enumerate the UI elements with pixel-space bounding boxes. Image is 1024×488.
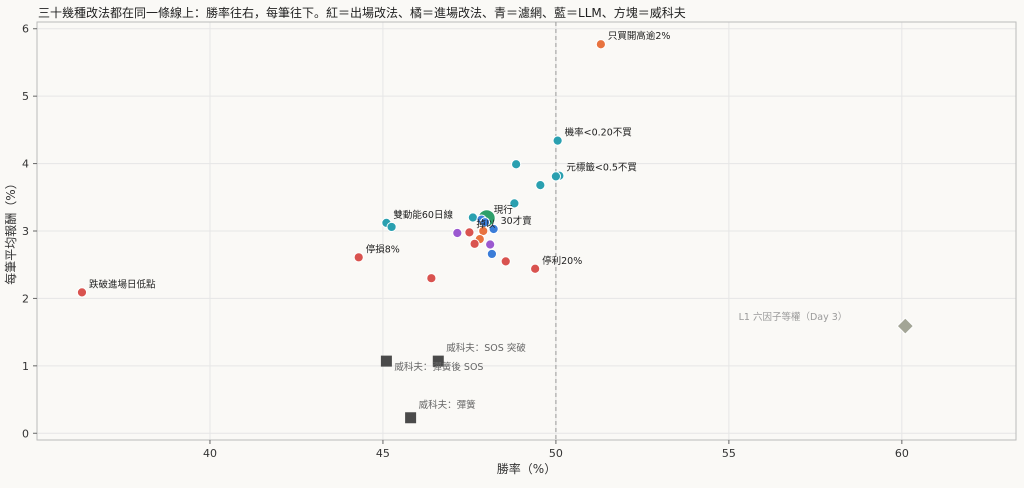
y-axis-title: 每筆平均報酬（%） bbox=[3, 177, 18, 284]
point-label: 現行 bbox=[494, 204, 514, 216]
filter-point bbox=[386, 221, 397, 233]
exit-point bbox=[426, 273, 437, 284]
wyckoff-point-label: 威科夫：彈簧 bbox=[419, 399, 477, 411]
y-tick-label: 0 bbox=[22, 427, 29, 440]
point-label: 跌破進場日低點 bbox=[89, 278, 156, 290]
point-label: 機率<0.20不買 bbox=[565, 127, 633, 139]
reference-diamond-point bbox=[896, 317, 915, 335]
x-tick-label: 45 bbox=[376, 447, 390, 460]
grid-layer bbox=[37, 22, 1016, 440]
wyckoff-point-label: 威科夫：SOS 突破 bbox=[446, 342, 526, 354]
exit-point bbox=[469, 238, 480, 249]
y-tick-label: 1 bbox=[22, 360, 29, 373]
filter-point bbox=[535, 180, 546, 191]
llm-point bbox=[488, 223, 499, 235]
reference-point-label: L1 六因子等權（Day 3） bbox=[739, 311, 848, 323]
filter-point bbox=[509, 198, 520, 209]
entry-point bbox=[595, 39, 606, 50]
point-label: 掉以 bbox=[476, 218, 496, 230]
wyckoff-square-point bbox=[380, 355, 392, 367]
point-label: 停利20% bbox=[542, 255, 582, 267]
x-axis-title: 勝率（%） bbox=[497, 461, 556, 476]
point-label: 雙動能60日線 bbox=[393, 209, 453, 221]
point-label: 停損8% bbox=[366, 243, 400, 255]
x-tick-label: 40 bbox=[203, 447, 217, 460]
point-labels-layer: L1 六因子等權（Day 3） 只買開高逾2% 機率<0.20不買元標籤<0.5不買… bbox=[89, 30, 847, 411]
x-tick-label: 60 bbox=[895, 447, 909, 460]
filter-point bbox=[511, 159, 522, 170]
filter-point bbox=[550, 171, 562, 182]
y-tick-label: 6 bbox=[22, 23, 29, 36]
llm-point bbox=[486, 248, 498, 260]
filter-point bbox=[552, 135, 563, 146]
point-label: 30才賣 bbox=[501, 215, 533, 227]
y-tick-label: 2 bbox=[22, 292, 29, 305]
exit-point bbox=[530, 263, 541, 274]
wyckoff-square-point bbox=[405, 412, 417, 424]
other-point bbox=[485, 239, 496, 250]
exit-point bbox=[500, 256, 511, 267]
marks-layer bbox=[76, 39, 915, 424]
exit-point bbox=[76, 287, 88, 298]
point-label: 只買開高逾2% bbox=[608, 30, 671, 42]
y-tick-label: 3 bbox=[22, 225, 29, 238]
wyckoff-point-label: 威科夫：彈簧後 SOS bbox=[394, 361, 483, 373]
chart-title: 三十幾種改法都在同一條線上：勝率往右，每筆往下。紅＝出場改法、橘＝進場改法、青＝… bbox=[38, 5, 686, 20]
wyckoff-square-point bbox=[432, 355, 444, 367]
x-tick-label: 55 bbox=[722, 447, 736, 460]
exit-point bbox=[353, 252, 364, 263]
exit-point bbox=[464, 227, 475, 238]
x-tick-label: 50 bbox=[549, 447, 563, 460]
other-point bbox=[452, 227, 463, 239]
y-tick-label: 5 bbox=[22, 90, 29, 103]
point-label: 元標籤<0.5不買 bbox=[566, 162, 637, 174]
y-tick-label: 4 bbox=[22, 158, 29, 171]
